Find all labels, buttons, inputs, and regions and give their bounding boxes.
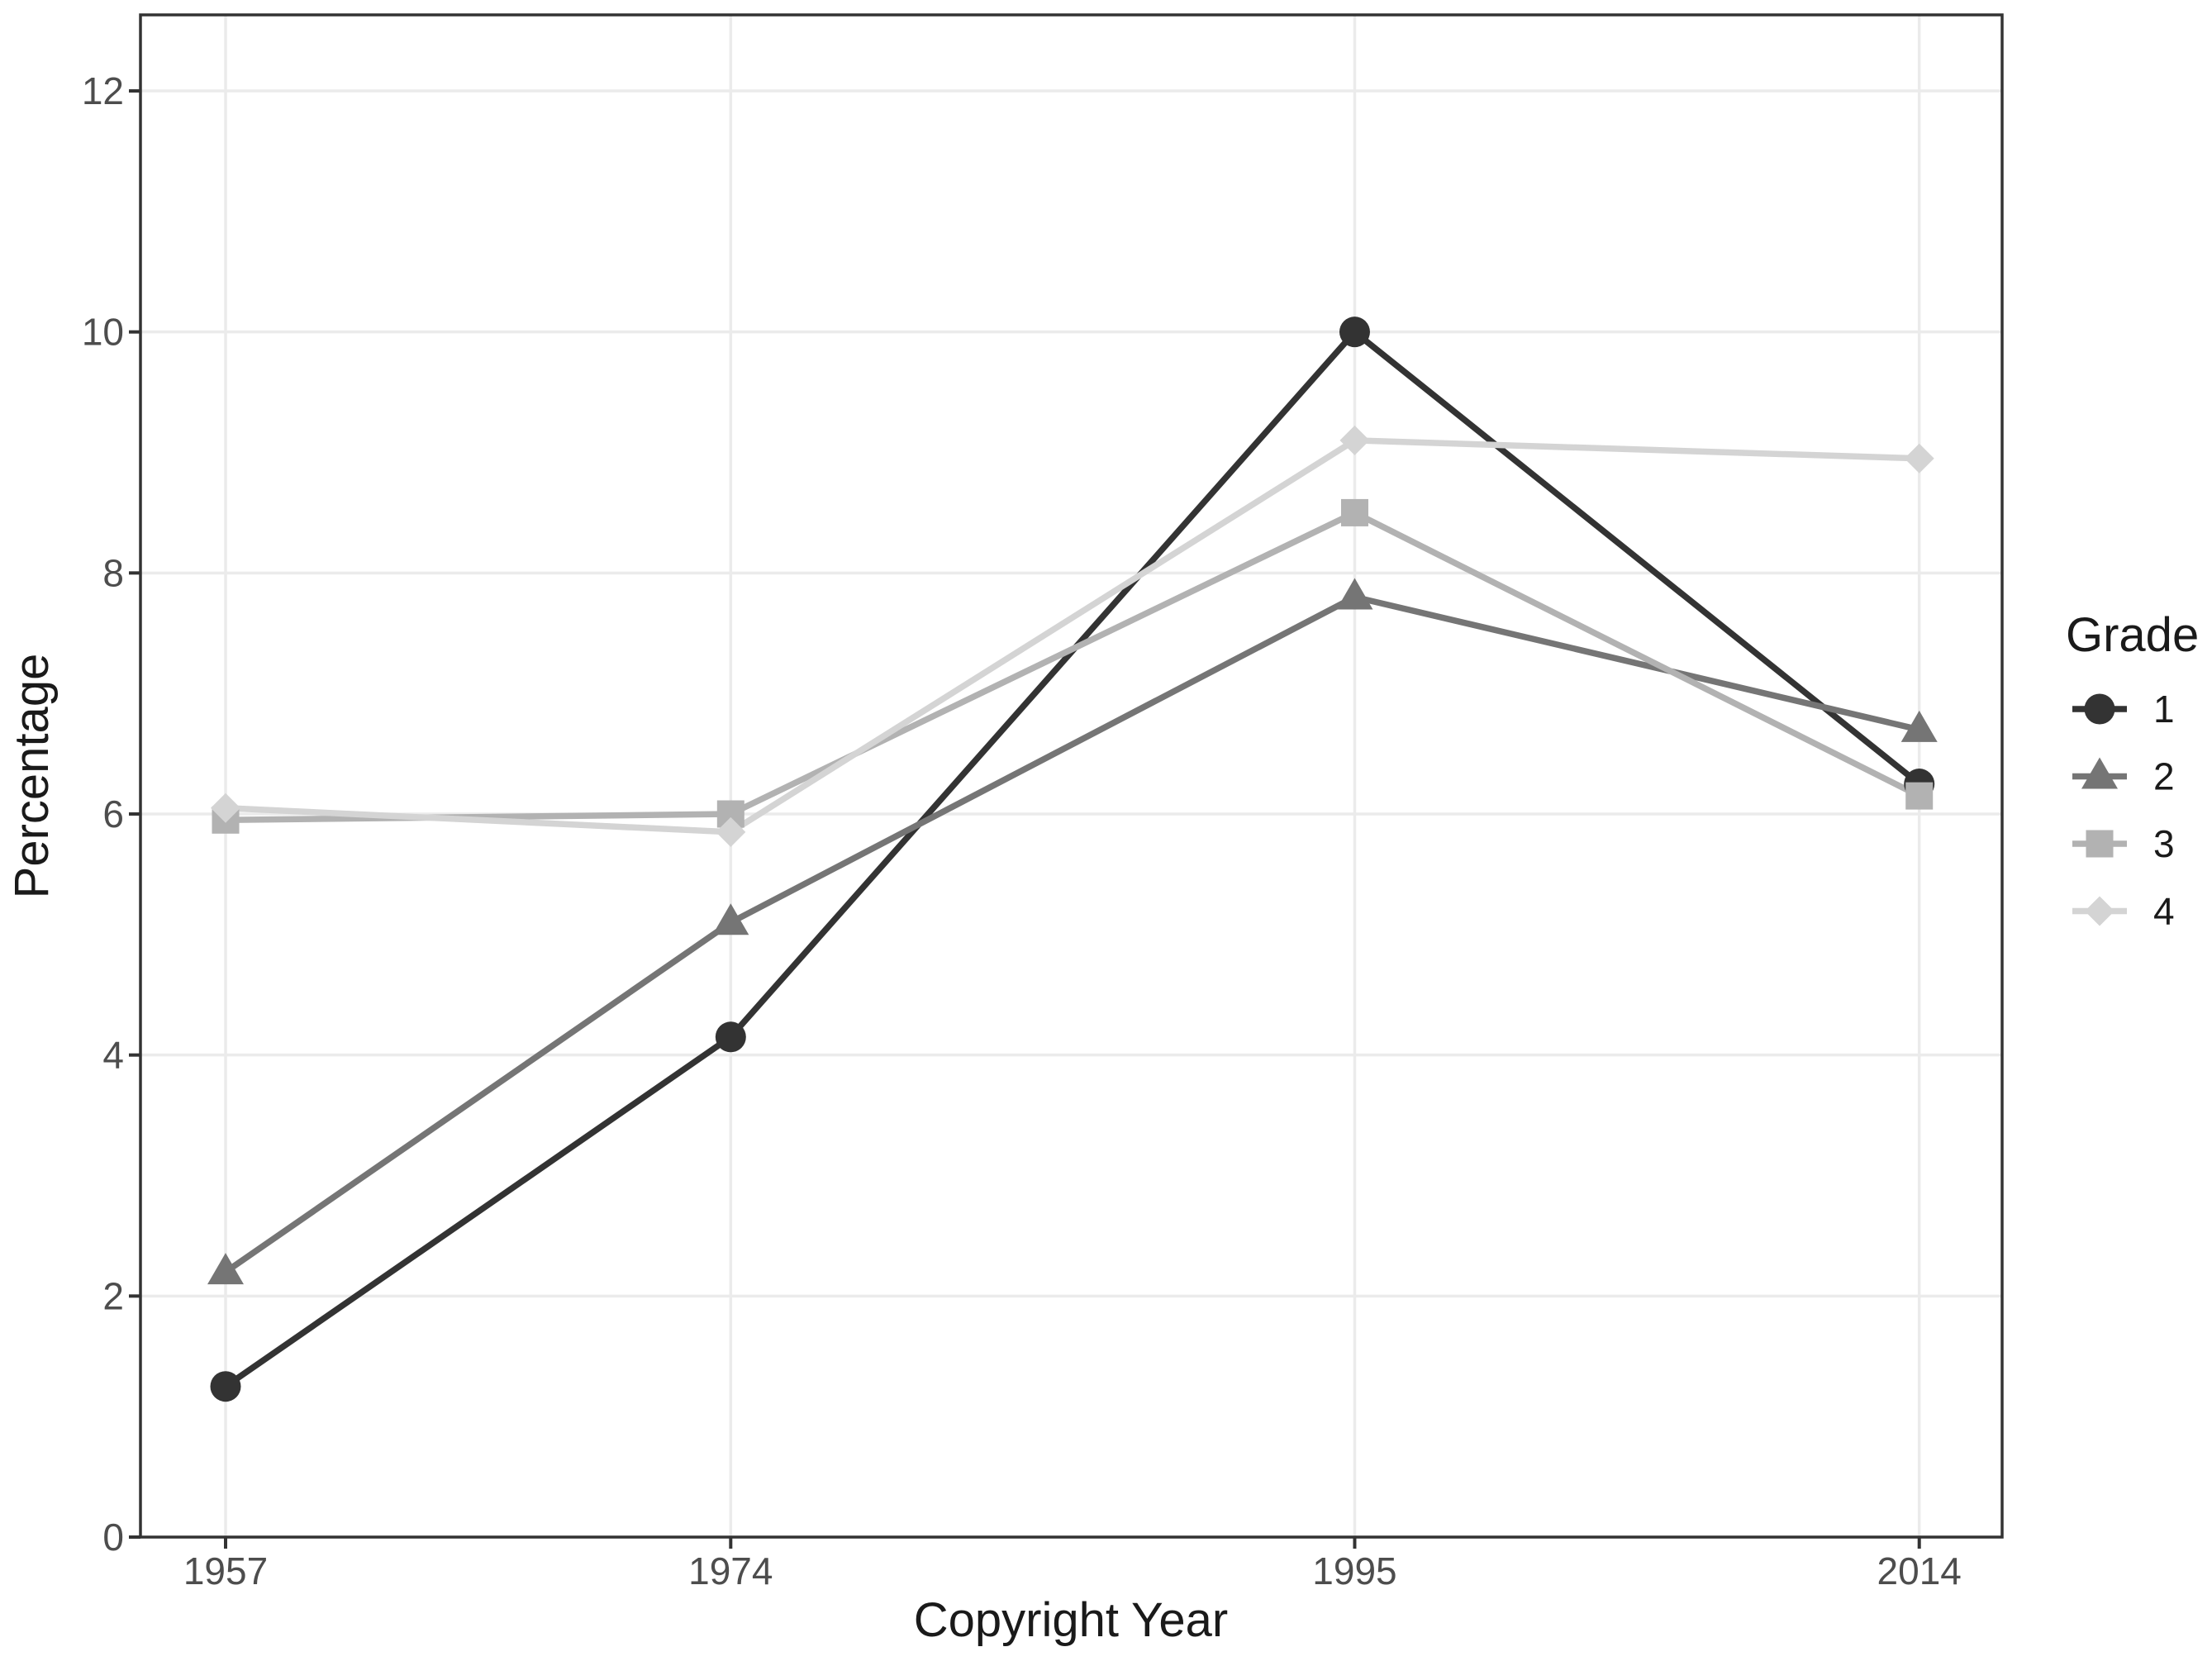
marker-square-grade-3 bbox=[1340, 498, 1368, 526]
legend-entry-label: 3 bbox=[2153, 822, 2175, 865]
marker-triangle-grade-2 bbox=[712, 903, 749, 935]
marker-square-grade-3 bbox=[1905, 782, 1934, 810]
series-line-grade-1 bbox=[223, 327, 1922, 1389]
x-tick-label: 2014 bbox=[1877, 1549, 1962, 1592]
y-tick-label: 6 bbox=[102, 793, 124, 835]
marker-diamond-grade-4 bbox=[1339, 425, 1370, 455]
y-tick-label: 12 bbox=[82, 69, 124, 112]
marker-triangle-grade-2 bbox=[1900, 710, 1938, 742]
frame-layer bbox=[139, 13, 2004, 1539]
grid-layer bbox=[140, 15, 2002, 1539]
x-tick-label: 1957 bbox=[183, 1549, 268, 1592]
marker-diamond-grade-4 bbox=[211, 793, 240, 823]
panel-border bbox=[139, 13, 2004, 1539]
legend-entry: 1 bbox=[2072, 688, 2175, 731]
legend-entry-label: 4 bbox=[2153, 890, 2175, 933]
y-tick-label: 2 bbox=[102, 1274, 124, 1317]
legend-key-triangle-icon bbox=[2081, 757, 2118, 789]
x-tick-label: 1995 bbox=[1312, 1549, 1396, 1592]
y-tick-label: 8 bbox=[102, 551, 124, 594]
legend-title: Grade bbox=[2066, 608, 2199, 662]
marker-diamond-grade-4 bbox=[716, 816, 746, 847]
y-tick-label: 10 bbox=[82, 311, 124, 354]
tick-layer: 0 2 4 6 8 10 12 1957 1974 1995 2014 bbox=[82, 69, 1962, 1592]
legend-entry: 4 bbox=[2072, 890, 2175, 933]
legend-entry: 2 bbox=[2072, 755, 2175, 798]
series-line-grade-4 bbox=[225, 437, 1919, 835]
series-layer bbox=[207, 317, 1938, 1402]
x-tick-label: 1974 bbox=[688, 1549, 773, 1592]
legend-key-circle-icon bbox=[2084, 693, 2115, 725]
legend-key-square-icon bbox=[2086, 830, 2114, 858]
series-line-grade-2 bbox=[223, 593, 1920, 1275]
legend-entry-label: 2 bbox=[2153, 755, 2175, 798]
legend-entry: 3 bbox=[2072, 822, 2175, 865]
marker-circle-grade-1 bbox=[210, 1371, 241, 1402]
y-tick-label: 0 bbox=[102, 1516, 124, 1559]
series-line-grade-3 bbox=[225, 509, 1921, 824]
legend: Grade 1 2 3 4 bbox=[2066, 608, 2199, 933]
marker-triangle-grade-2 bbox=[207, 1253, 244, 1285]
y-tick-label: 4 bbox=[102, 1034, 124, 1077]
marker-circle-grade-1 bbox=[1339, 317, 1370, 348]
legend-entry-label: 1 bbox=[2153, 688, 2175, 731]
legend-key-diamond-icon bbox=[2085, 896, 2114, 926]
y-axis-title: Percentage bbox=[5, 654, 59, 899]
marker-triangle-grade-2 bbox=[1336, 578, 1373, 610]
x-axis-title: Copyright Year bbox=[914, 1593, 1228, 1647]
marker-diamond-grade-4 bbox=[1904, 443, 1934, 474]
marker-circle-grade-1 bbox=[715, 1021, 746, 1053]
